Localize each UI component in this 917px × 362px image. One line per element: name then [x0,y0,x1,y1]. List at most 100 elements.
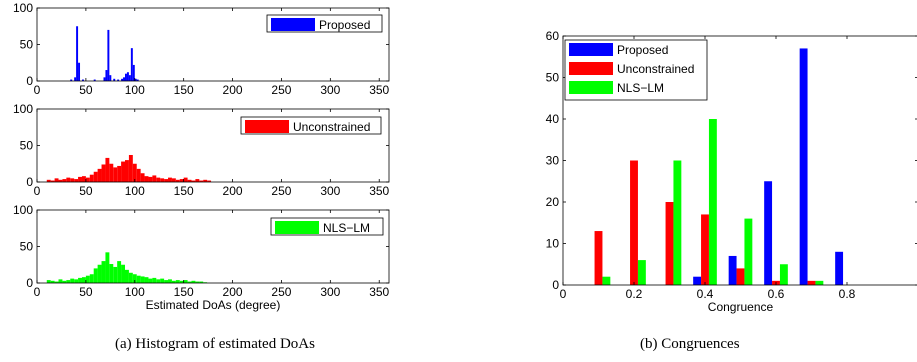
histogram-bar [128,154,133,182]
legend-swatch [569,81,613,94]
histogram-bar [136,79,139,81]
histogram-bar [152,175,157,182]
histogram-bar [125,73,127,81]
histogram-bar [113,167,118,182]
histogram-bar [109,264,114,283]
histogram-bar [70,79,73,81]
x-tick-label: 100 [125,285,145,299]
histogram-bar [66,177,71,182]
histogram-bar [132,274,137,283]
histogram-bar [97,264,102,283]
histogram-bar [46,280,51,283]
histogram-bar [199,281,204,283]
histogram-bar [113,266,118,283]
bar-unconstrained [665,202,674,285]
bar-nls-lm [708,119,717,285]
x-tick-label: 0 [560,287,567,301]
histogram-bar [109,163,114,182]
legend-label: Unconstrained [293,120,370,134]
histogram-bar [132,64,135,81]
histogram-bar [160,278,165,283]
histogram-bar [191,280,196,283]
y-tick-label: 0 [26,175,33,189]
histogram-bar [126,72,129,81]
x-tick-label: 200 [223,285,243,299]
histogram-bar [105,70,108,81]
histogram-bar [191,180,196,182]
histogram-bar [81,277,86,283]
histogram-bar [76,26,79,81]
histogram-bar [121,264,125,283]
legend: Unconstrained [240,116,382,135]
chart-b: 0 0.2 0.4 0.6 0.8 0 10 20 30 40 50 60 Congruence Prop… [546,29,917,314]
histogram-bar [85,177,90,182]
histogram-bar [207,180,212,182]
histogram-bar [107,29,110,81]
x-tick-label: 300 [320,285,340,299]
histogram-bar [125,160,129,182]
histogram-bar [175,280,180,283]
bar-proposed [835,251,844,285]
histogram-bar [168,279,172,283]
y-tick-label: 30 [546,154,560,168]
bar-nls-lm [673,160,682,285]
histogram-bar [117,79,120,81]
y-tick-label: 50 [20,139,34,153]
histogram-bar [74,279,79,283]
histogram-bar [117,261,122,283]
x-tick-label: 150 [174,83,194,97]
histogram-bar [121,161,125,182]
x-tick-label: 350 [369,184,389,198]
histogram-bar [128,272,133,283]
histogram-bar [160,178,165,182]
histogram-bar [144,277,149,283]
x-tick-label: 50 [79,83,93,97]
histogram-bar [109,75,112,81]
histogram-bar [117,165,122,182]
y-tick-label: 0 [26,74,33,88]
histogram-bar [81,176,86,182]
histogram-bar [74,77,77,81]
y-tick-label: 50 [546,71,560,85]
bar-proposed [693,276,702,285]
histogram-bar [78,176,82,182]
histogram-bar [123,77,125,81]
y-tick-label: 20 [546,195,560,209]
histogram-bar [101,164,106,182]
bar-nls-lm [815,280,824,285]
y-tick-label: 60 [546,29,560,43]
histogram-bar [195,281,200,283]
histogram-bar [105,252,110,283]
x-axis-label: Congruence [708,300,774,314]
histogram-bar [183,280,188,283]
histogram-bar [136,275,141,283]
histogram-bar [89,274,94,283]
x-tick-label: 0 [34,83,41,97]
histogram-bar [187,179,192,182]
histogram-bar [199,180,204,182]
bar-unconstrained [807,280,816,285]
histogram-bar [171,280,176,283]
bar-unconstrained [701,214,709,285]
histogram-bar [74,179,79,182]
x-tick-label: 250 [271,184,291,198]
histogram-bar [93,79,96,81]
histogram-bar [179,179,184,182]
histogram-bar [140,173,145,182]
histogram-bar [203,179,208,182]
histogram-bar [128,75,131,81]
histogram-bar [164,179,169,182]
legend-swatch [271,18,315,31]
histogram-bar [103,77,106,81]
legend-label: Proposed [319,18,370,32]
bar-nls-lm [637,260,646,285]
histogram-bar [121,78,124,81]
x-tick-label: 350 [369,285,389,299]
bar-unconstrained [736,268,745,285]
histogram-bar [50,280,55,283]
histogram-bar [168,177,172,182]
bar-nls-lm [602,276,611,285]
histogram-bar [148,176,153,182]
histogram-bar [152,277,157,283]
